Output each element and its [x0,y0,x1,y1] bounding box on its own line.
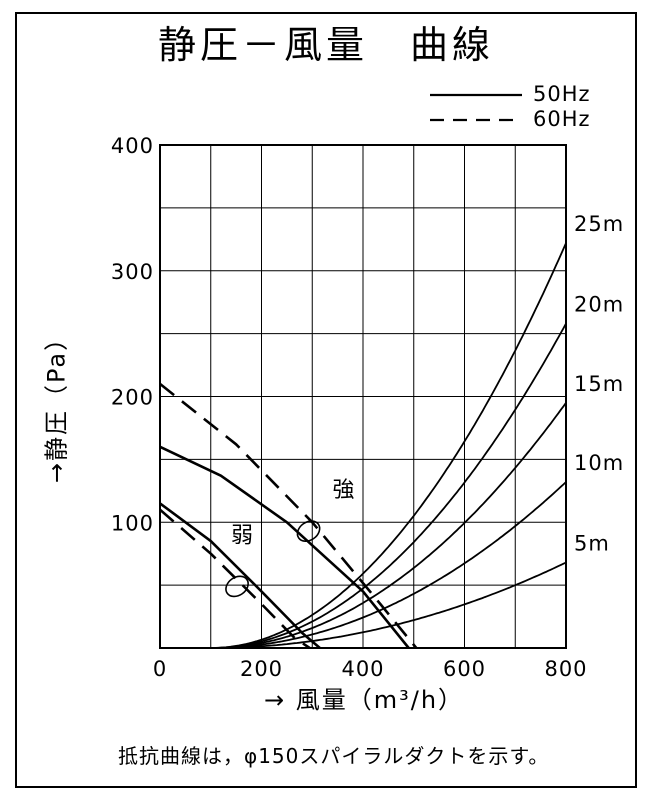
fan-curve-weak-50hz [159,502,321,649]
fan-curve-strong-50hz [159,445,410,649]
x-tick-label: 200 [240,657,283,681]
resistance-curve-label: 5m [574,531,610,555]
chart-title: 静圧－風量 曲線 [157,23,494,67]
x-tick-label: 800 [544,657,587,681]
y-tick-label: 300 [111,260,154,284]
resistance-curve [210,323,567,649]
legend [430,93,522,122]
x-tick-label: 0 [153,657,167,681]
x-axis-label: → 風量（m³/h） [264,686,465,714]
chart-frame [15,12,637,788]
fan-curve-weak-60hz [159,508,311,650]
resistance-curve-label: 15m [574,372,624,396]
x-tick-label: 400 [341,657,384,681]
mode-label: 強 [333,478,355,503]
y-tick-label: 400 [111,134,154,158]
mode-loop-marker [296,520,321,542]
legend-label-60hz: 60Hz [533,107,591,131]
resistance-curve-label: 10m [574,451,624,475]
y-axis-label: →静圧（Pa） [42,324,71,484]
resistance-curve-label: 25m [574,212,624,236]
mode-label: 弱 [231,523,253,548]
legend-label-50hz: 50Hz [533,82,591,106]
resistance-curve [210,481,567,649]
resistance-curve [210,402,567,649]
plot-border [159,144,567,649]
resistance-curve-label: 20m [574,293,624,317]
footnote: 抵抗曲線は，φ150スパイラルダクトを示す。 [118,744,550,768]
y-tick-label: 200 [111,386,154,410]
x-tick-label: 600 [443,657,486,681]
y-tick-label: 100 [111,511,154,535]
resistance-curve [210,242,567,649]
resistance-curve [210,561,567,649]
fan-curve-strong-60hz [159,382,418,649]
mode-loop-marker [225,575,249,598]
